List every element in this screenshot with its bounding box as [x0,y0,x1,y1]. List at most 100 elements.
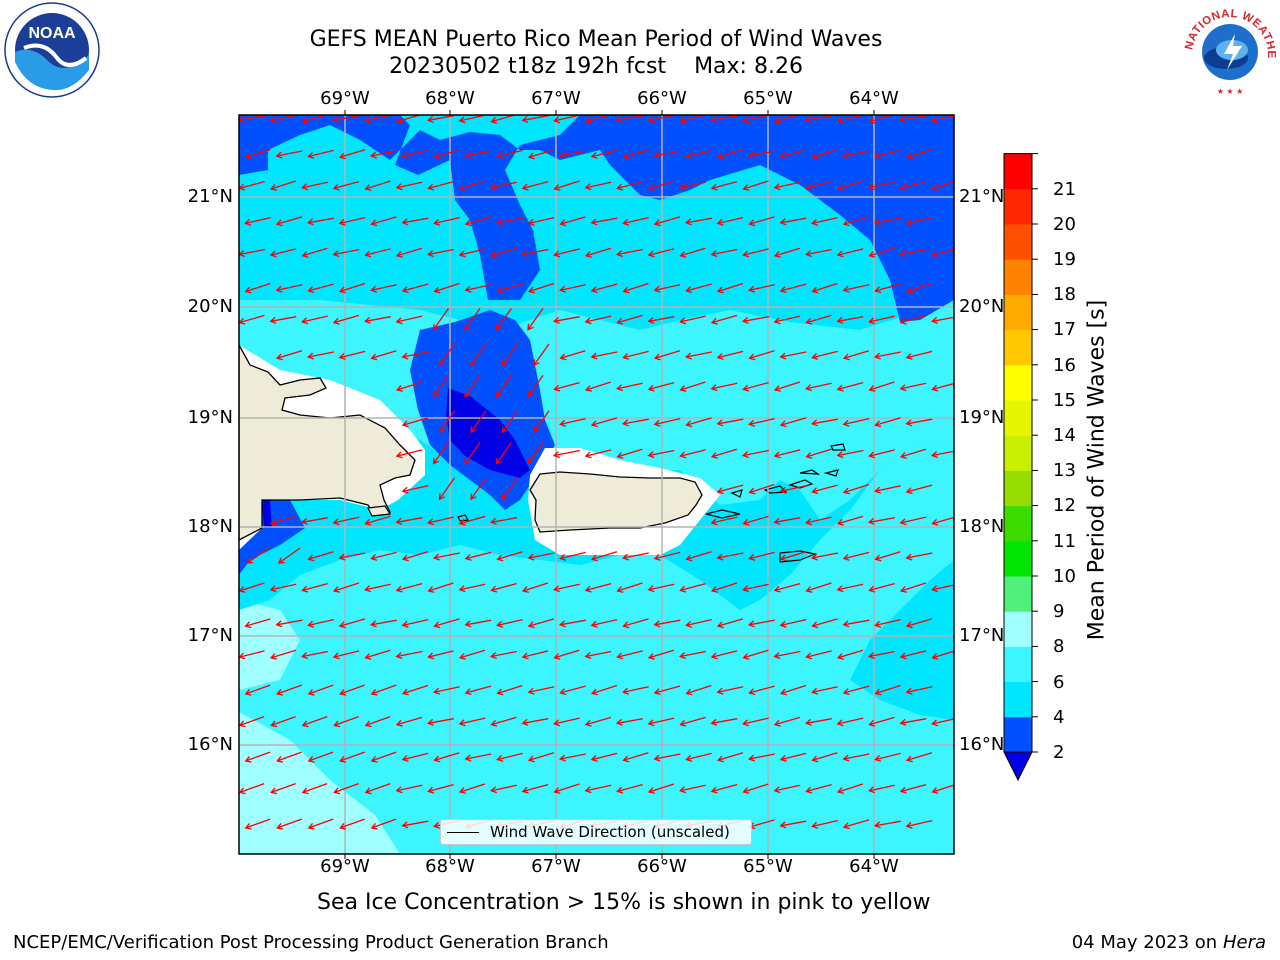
wind-wave-arrow [679,449,706,459]
wave-period-below-2-fill [446,388,530,478]
wind-wave-arrow [370,751,397,763]
wind-wave-arrow [868,449,895,459]
wind-wave-arrow [521,718,549,726]
wind-wave-arrow [495,442,513,465]
wind-wave-arrow [805,783,832,794]
wind-wave-arrow [779,684,807,696]
axis-ticks [344,110,875,859]
wind-wave-arrow [842,150,870,159]
wind-wave-arrow [370,284,397,293]
wind-wave-arrow [244,618,271,629]
wind-wave-arrow [905,282,933,294]
vector-legend: Wind Wave Direction (unscaled) [440,819,752,845]
wind-wave-arrow [370,350,397,361]
wind-wave-arrow [307,551,334,562]
wind-wave-arrow [269,316,297,324]
wind-wave-arrow [401,283,429,294]
wind-wave-arrow [590,752,618,762]
wind-wave-arrow [275,216,303,227]
wind-wave-arrow [464,619,492,628]
wind-wave-arrow [899,582,927,593]
wind-wave-arrow [873,217,901,226]
wind-wave-arrow [490,716,517,727]
wind-wave-arrow [622,282,649,294]
wind-wave-arrow [307,751,334,763]
wind-wave-arrow [615,248,643,258]
wind-wave-arrow [716,618,744,629]
wave-period-8-9-fill-small [239,600,300,690]
max-value: Max: 8.26 [694,54,803,79]
wind-wave-arrow [239,782,265,795]
wind-wave-arrow [584,181,612,191]
lat-label-left-21n: 21°N [187,186,233,207]
wind-wave-arrow [779,217,807,226]
wind-wave-arrow [364,248,391,258]
wind-wave-arrow [805,314,832,325]
wind-wave-arrow [275,284,303,293]
wind-wave-arrow [842,619,870,628]
colorbar-segment [1004,681,1032,718]
lon-label-top-65w: 65°W [743,88,793,109]
wind-wave-arrow [590,551,618,562]
wind-wave-arrow [647,449,675,459]
wind-wave-arrow [653,551,681,561]
wind-wave-arrow [338,149,366,160]
colorbar-tick: 6 [1053,672,1065,693]
wind-wave-arrow [464,284,492,293]
wind-wave-arrow [559,216,586,227]
wind-wave-arrow [553,180,580,191]
wind-wave-arrow [874,149,901,159]
wind-wave-arrow [401,417,429,428]
wind-wave-arrow [433,618,460,629]
wind-wave-arrow [616,382,643,392]
legend-line-icon [447,832,479,833]
wind-wave-arrow [811,282,838,294]
wind-wave-arrow [716,418,744,427]
wind-wave-arrow [836,649,864,660]
wind-wave-arrow [301,782,328,795]
wind-wave-arrow [873,820,901,829]
wind-wave-arrow [742,583,769,593]
wind-wave-arrow [905,752,933,763]
colorbar-segment [1004,329,1032,366]
wind-wave-arrow [395,650,423,660]
wind-wave-arrow [464,150,492,159]
wind-wave-arrow [779,283,807,294]
wind-wave-arrow [433,216,460,226]
wind-wave-arrow [427,650,454,660]
wind-wave-arrow [716,752,744,763]
footer-host: Hera [1222,932,1266,953]
legend-label: Wind Wave Direction (unscaled) [490,823,730,841]
wind-wave-arrow [333,715,359,728]
svg-text:★ ★ ★: ★ ★ ★ [1217,87,1244,96]
wind-wave-arrow [370,818,397,830]
wind-wave-arrow [584,650,612,660]
colorbar-segment [1004,576,1032,612]
wind-wave-arrow [873,351,901,360]
wind-wave-vectors [239,115,954,830]
wind-wave-arrow [899,382,927,392]
colorbar-under-extension [1003,751,1033,782]
colorbar-segment [1004,188,1032,225]
wind-wave-arrow [370,684,397,696]
wind-wave-arrow [868,181,895,191]
wind-wave-arrow [842,216,870,227]
wind-wave-arrow [779,417,807,428]
st-croix-island [779,550,818,563]
wind-wave-arrow [773,582,801,593]
wind-wave-arrow [748,284,775,293]
wind-wave-arrow [495,308,513,331]
wind-wave-arrow [647,115,675,124]
wind-wave-arrow [836,583,864,593]
wind-wave-arrow [438,410,456,434]
wind-wave-arrow [401,485,429,494]
wind-wave-arrow [653,619,681,628]
wind-wave-arrow [496,149,523,159]
wind-wave-arrow [558,150,586,159]
lon-label-bottom-69w: 69°W [320,856,370,877]
wind-wave-arrow [842,819,870,830]
colorbar-tick: 12 [1053,495,1076,516]
wind-wave-arrow [527,216,555,226]
wind-wave-arrow [369,150,397,159]
wind-wave-arrow [333,782,359,795]
